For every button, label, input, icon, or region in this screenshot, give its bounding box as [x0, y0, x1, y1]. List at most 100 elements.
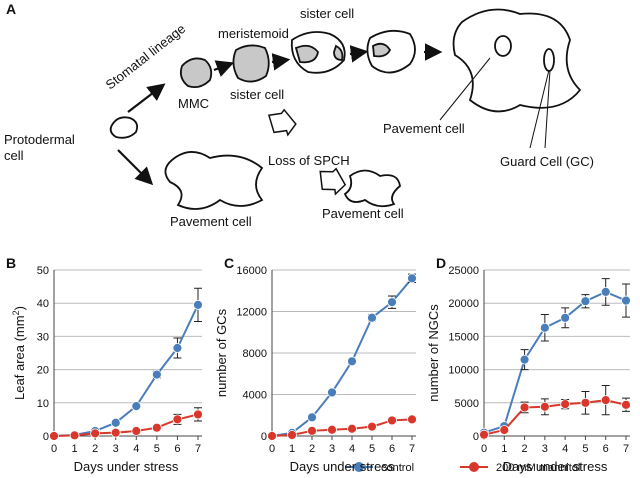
y-tick-label: 16000 — [236, 265, 267, 277]
point — [347, 423, 357, 434]
arrow — [117, 149, 154, 186]
x-tick-label: 3 — [329, 443, 335, 455]
y-tick-label: 8000 — [243, 348, 267, 360]
legend: control 200 mM mannitol — [345, 462, 580, 474]
text: sister cell — [230, 87, 284, 102]
x-tick-label: 4 — [349, 443, 355, 455]
point — [131, 401, 142, 412]
x-tick-label: 5 — [369, 443, 375, 455]
point — [131, 426, 142, 436]
guard-cell — [494, 35, 512, 57]
x-tick-label: 3 — [542, 443, 548, 455]
x-axis-label: Days under stress — [74, 459, 179, 474]
text: MMC — [178, 96, 209, 111]
arrow — [127, 83, 166, 113]
y-axis-label-part: 2 — [11, 310, 21, 315]
pavement-cell — [343, 169, 401, 208]
point — [172, 414, 183, 425]
y-axis-label-part: number of NGCs — [426, 304, 441, 402]
arrow — [349, 45, 369, 63]
point — [367, 312, 377, 323]
line — [483, 290, 627, 434]
point — [519, 354, 530, 365]
x-tick-label: 4 — [562, 443, 568, 455]
x-tick-label: 2 — [309, 443, 315, 455]
panel-label: D — [436, 255, 446, 271]
point — [49, 431, 59, 441]
panel-label: C — [224, 255, 234, 271]
pavement-cell — [164, 151, 264, 210]
point — [580, 397, 591, 408]
point — [193, 409, 203, 420]
point — [621, 399, 631, 410]
cell — [290, 31, 346, 74]
text: meristemoid — [218, 26, 289, 41]
text: Pavement cell — [322, 206, 404, 221]
x-tick-label: 1 — [501, 443, 507, 455]
meristemoid — [232, 44, 270, 83]
leader — [529, 69, 550, 149]
legend-label: 200 mM mannitol — [496, 462, 580, 474]
leader — [544, 69, 551, 149]
guard-cell — [543, 48, 555, 72]
y-tick-label: 5000 — [455, 398, 479, 410]
y-tick-label: 10 — [37, 398, 49, 410]
point — [580, 296, 591, 307]
arrow — [271, 53, 291, 71]
panel-label: B — [6, 255, 16, 271]
mmc — [179, 57, 213, 89]
y-tick-label: 0 — [43, 431, 49, 443]
cell — [372, 42, 392, 58]
x-tick-label: 5 — [154, 443, 160, 455]
arrow — [213, 60, 235, 77]
x-tick-label: 6 — [603, 443, 609, 455]
open-arrow — [267, 108, 297, 137]
x-tick-label: 0 — [481, 443, 487, 455]
point — [519, 402, 530, 413]
point — [151, 422, 162, 433]
point — [267, 431, 277, 441]
point — [327, 387, 337, 398]
x-tick-label: 2 — [522, 443, 528, 455]
point — [600, 287, 611, 297]
y-tick-label: 15000 — [448, 331, 479, 343]
point — [307, 412, 317, 423]
text: Stomatal lineage — [103, 21, 189, 92]
point — [387, 415, 397, 426]
text: cell — [4, 148, 24, 163]
y-tick-label: 40 — [37, 298, 49, 310]
y-axis-label-part: ) — [12, 306, 27, 310]
x-tick-label: 0 — [269, 443, 275, 455]
y-tick-label: 20 — [37, 365, 49, 377]
cell — [294, 44, 319, 64]
y-axis-label: Leaf area (mm2) — [11, 306, 27, 400]
x-tick-label: 7 — [195, 443, 201, 455]
point — [287, 430, 297, 440]
x-tick-label: 1 — [72, 443, 78, 455]
y-axis-label: number of GCs — [214, 308, 229, 397]
x-axis-label: Days under stress — [290, 459, 395, 474]
point — [479, 429, 489, 440]
point — [347, 356, 357, 367]
x-tick-label: 5 — [582, 443, 588, 455]
y-axis-label-part: Leaf area (mm — [12, 315, 27, 400]
text: Pavement cell — [383, 121, 465, 136]
text: Loss of SPCH — [268, 153, 350, 168]
y-tick-label: 4000 — [243, 390, 267, 402]
point — [621, 295, 631, 306]
y-tick-label: 25000 — [448, 265, 479, 277]
cell — [333, 44, 344, 61]
panel-a: A Stomatal lineage Protodermal cell MMC … — [4, 1, 594, 229]
legend-marker — [469, 462, 479, 472]
x-tick-label: 7 — [409, 443, 415, 455]
point — [600, 395, 611, 406]
x-axis-label: Days under stress — [503, 459, 608, 474]
point — [69, 430, 80, 441]
x-tick-label: 7 — [623, 443, 629, 455]
point — [172, 343, 183, 353]
text: Protodermal — [4, 132, 75, 147]
legend-label: control — [381, 462, 414, 474]
y-tick-label: 20000 — [448, 298, 479, 310]
y-axis-label: number of NGCs — [426, 304, 441, 402]
